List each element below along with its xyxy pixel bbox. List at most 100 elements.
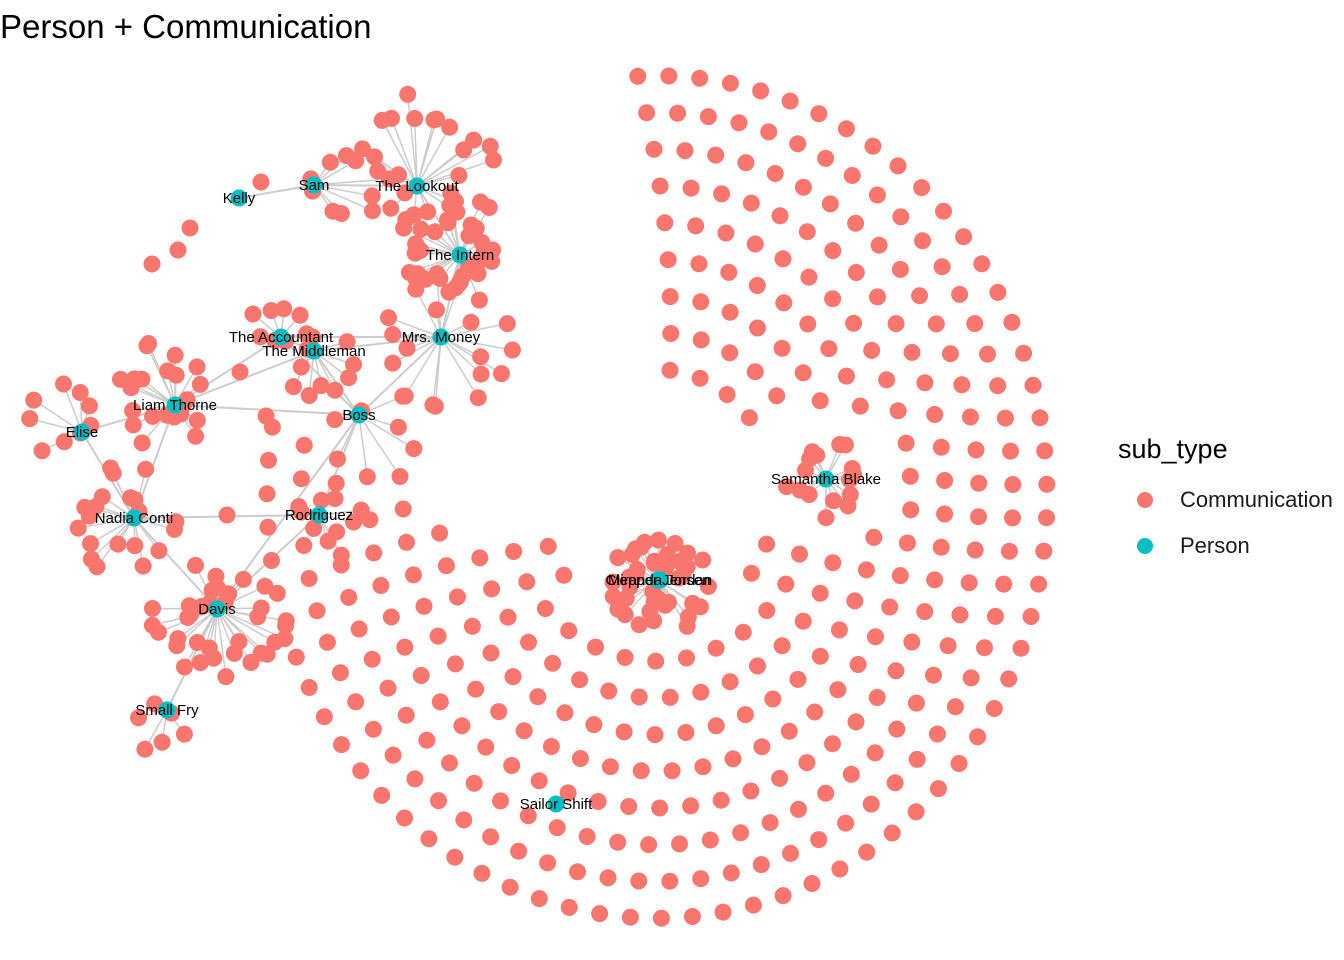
communication-node — [415, 597, 433, 615]
communication-node — [630, 688, 648, 706]
communication-node — [262, 302, 280, 319]
communication-node — [467, 680, 485, 698]
communication-node — [986, 607, 1004, 625]
communication-node — [345, 356, 362, 373]
communication-node — [326, 490, 344, 507]
communication-edge — [416, 149, 465, 187]
communication-node — [752, 856, 770, 874]
communication-node — [677, 724, 695, 741]
communication-node — [295, 436, 313, 454]
communication-node — [749, 319, 766, 337]
communication-node — [898, 534, 916, 552]
communication-node — [143, 255, 161, 273]
communication-node — [865, 528, 883, 546]
communication-node — [397, 706, 415, 724]
communication-node — [321, 153, 339, 171]
communication-node — [560, 898, 578, 916]
person-edge — [166, 608, 218, 711]
communication-node — [169, 241, 187, 259]
communication-node — [662, 325, 680, 342]
communication-node — [569, 863, 586, 881]
communication-node — [380, 309, 397, 327]
communication-node — [651, 799, 669, 817]
communication-node — [691, 369, 709, 387]
communication-node — [744, 896, 762, 914]
person-node — [166, 396, 184, 414]
communication-node — [932, 438, 950, 456]
communication-node — [630, 872, 648, 890]
communication-edge — [62, 383, 83, 433]
communication-node — [268, 584, 286, 602]
communication-node — [774, 887, 792, 905]
communication-node — [539, 854, 557, 872]
communication-node — [766, 165, 784, 182]
communication-node — [446, 848, 464, 866]
communication-node — [69, 519, 87, 537]
person-node — [310, 506, 328, 524]
communication-node — [691, 598, 709, 616]
communication-node — [955, 228, 973, 246]
communication-node — [399, 85, 417, 103]
communication-edge — [404, 336, 442, 397]
communication-node — [426, 223, 444, 241]
communication-node — [630, 616, 648, 634]
communication-node — [701, 831, 719, 849]
communication-node — [774, 250, 792, 268]
communication-node — [340, 588, 358, 606]
communication-node — [800, 268, 818, 286]
communication-node — [453, 717, 471, 735]
communication-node — [33, 442, 51, 460]
communication-node — [863, 341, 881, 359]
communication-node — [789, 670, 807, 688]
communication-node — [571, 671, 589, 689]
communication-node — [126, 537, 144, 555]
communication-edge — [216, 608, 227, 677]
communication-node — [324, 202, 342, 220]
communication-edge — [440, 322, 508, 338]
communication-node — [331, 664, 349, 682]
communication-node — [450, 167, 468, 184]
communication-node — [699, 577, 717, 595]
person-edge — [313, 184, 418, 187]
communication-node — [660, 67, 678, 85]
communication-node — [717, 224, 735, 242]
communication-node — [858, 843, 876, 861]
communication-node — [839, 497, 857, 515]
communication-node — [891, 260, 909, 278]
communication-node — [418, 731, 436, 749]
communication-node — [327, 474, 345, 492]
communication-node — [794, 612, 812, 630]
communication-node — [187, 427, 205, 445]
communication-node — [124, 416, 142, 434]
communication-node — [1015, 344, 1033, 362]
communication-node — [829, 681, 847, 699]
communication-node — [794, 178, 812, 196]
communication-node — [396, 638, 414, 656]
person-node — [208, 600, 226, 618]
communication-edge — [403, 227, 461, 256]
communication-node — [300, 387, 318, 404]
communication-node — [647, 652, 665, 670]
communication-node — [277, 617, 295, 635]
communication-node — [515, 722, 533, 740]
communication-node — [609, 549, 627, 567]
communication-node — [808, 446, 826, 464]
communication-node — [542, 738, 560, 755]
communication-edge — [78, 517, 135, 529]
communication-node — [902, 501, 920, 519]
communication-node — [621, 908, 639, 926]
communication-node — [600, 682, 618, 700]
communication-node — [364, 720, 382, 738]
communication-edge — [390, 118, 418, 187]
communication-node — [1000, 670, 1018, 688]
communication-node — [1035, 542, 1053, 560]
communication-node — [429, 627, 447, 645]
communication-node — [437, 557, 455, 575]
communication-node — [276, 630, 294, 648]
person-node — [408, 177, 426, 195]
communication-node — [778, 478, 796, 496]
communication-node — [406, 770, 424, 788]
communication-node — [914, 232, 931, 250]
communication-node — [304, 328, 322, 346]
communication-node — [82, 550, 100, 568]
